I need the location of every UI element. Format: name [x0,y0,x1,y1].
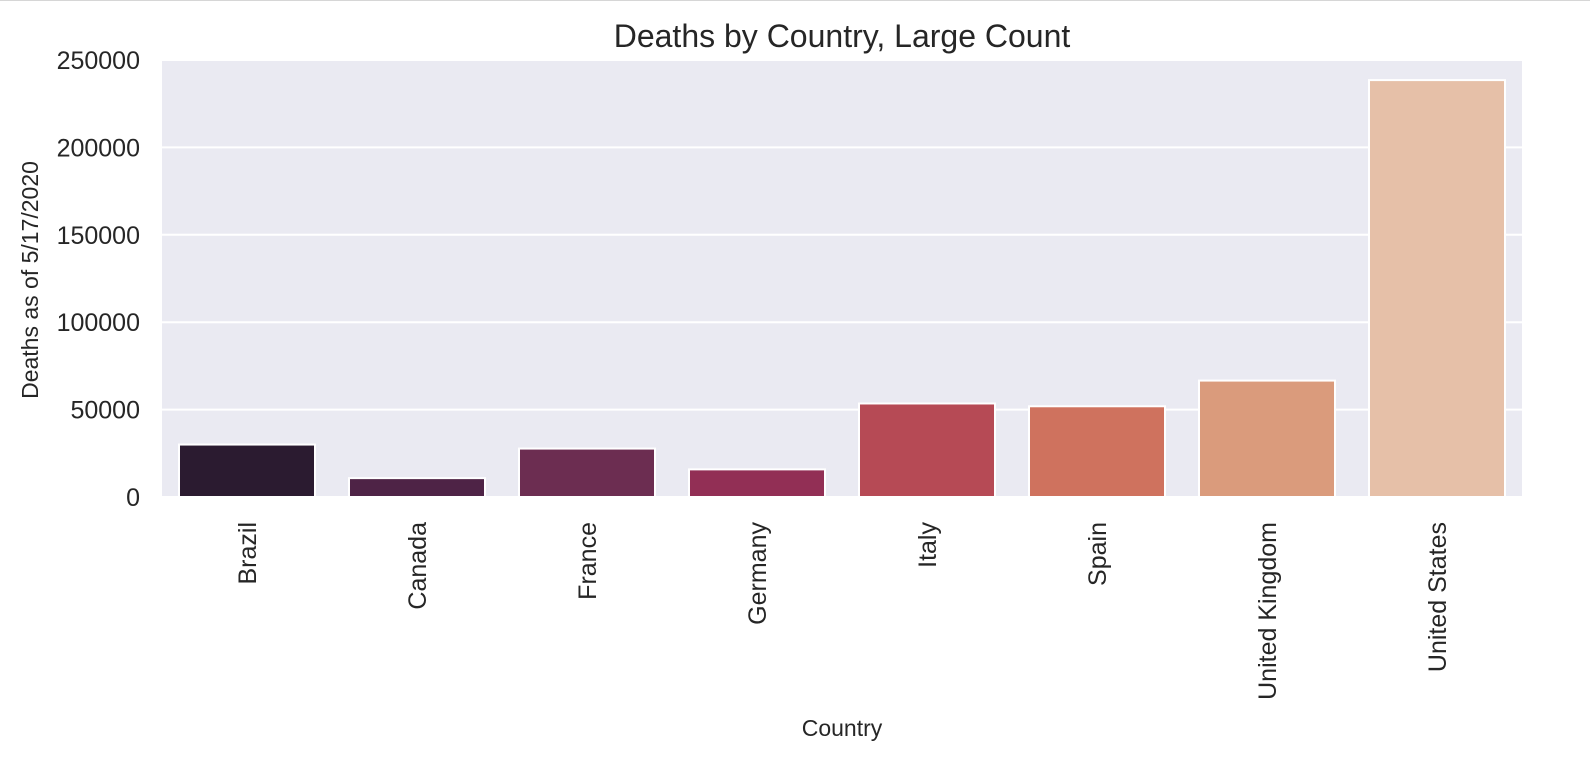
bar-united-states [1368,79,1506,499]
y-axis-label: Deaths as of 5/17/2020 [17,161,43,399]
x-tick-labels: Brazil Canada France Germany Italy Spain Unite… [234,522,1452,700]
bar-germany [688,468,826,498]
x-tick-label: Canada [404,522,432,610]
x-tick-label: Germany [744,522,772,625]
y-tick-label: 0 [126,484,140,512]
bar-canada [348,477,486,499]
x-tick-label: France [574,522,602,600]
x-tick-label: Brazil [234,522,262,585]
y-tick-label: 100000 [57,309,140,337]
x-tick-label: United Kingdom [1254,522,1282,700]
bar-spain [1028,405,1166,499]
chart-title: Deaths by Country, Large Count [614,18,1071,54]
x-tick-label: Italy [914,522,942,568]
bars-group [178,79,1506,499]
x-tick-label: United States [1424,522,1452,672]
bar-brazil [178,443,316,498]
y-tick-label: 250000 [57,47,140,75]
bar-france [518,447,656,499]
x-tick-label: Spain [1084,522,1112,586]
bar-italy [858,402,996,498]
y-tick-label: 200000 [57,134,140,162]
y-tick-label: 150000 [57,222,140,250]
top-border-line [0,0,1590,1]
y-tick-labels: 0 50000 100000 150000 200000 250000 [57,47,140,512]
bar-united-kingdom [1198,379,1336,498]
x-axis-label: Country [802,715,883,741]
y-tick-label: 50000 [70,397,140,425]
